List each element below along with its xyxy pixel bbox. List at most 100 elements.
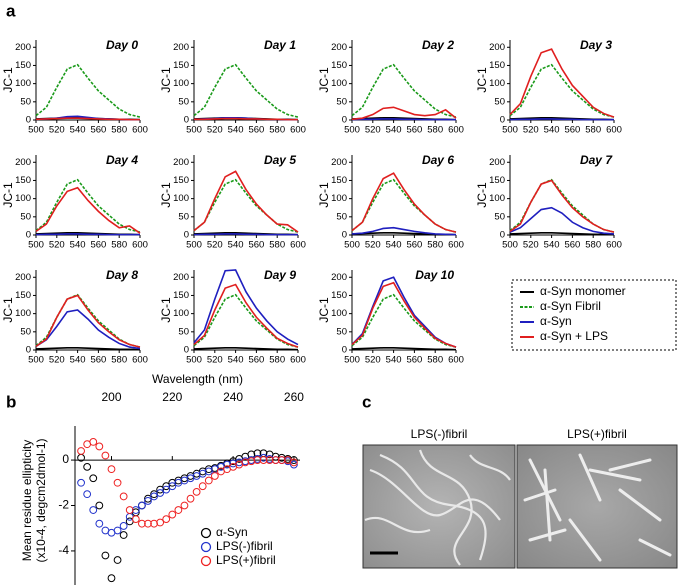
series-line [351,281,457,348]
x-tick-label: 540 [70,240,86,251]
x-tick-label: 520 [207,240,223,251]
chart-title: Day 3 [580,38,612,52]
y-axis-label: JC-1 [475,182,489,208]
point [162,515,171,524]
y-tick-label: 50 [336,326,347,337]
y-axis-label: JC-1 [317,67,331,93]
point [156,489,165,497]
series-line [193,283,299,348]
x-tick-label: 540 [544,240,560,251]
y-tick-label: 0 [500,115,505,126]
point [168,510,177,519]
point [162,485,171,494]
x-tick-label: 560 [248,125,264,136]
x-tick-label: 200 [101,390,121,404]
point [150,492,158,501]
chart-title: Day 1 [264,38,296,52]
y-axis-label: Mean residue ellipticity [20,440,34,561]
series-line [509,118,614,121]
x-tick-label: 540 [228,125,244,136]
x-tick-label: 600 [290,125,306,136]
y-axis-label: JC-1 [1,182,15,208]
point [131,515,140,524]
x-tick-label: 560 [90,355,106,366]
y-tick-label: 0 [184,345,189,356]
chart-title: Day 10 [415,268,454,282]
x-tick-label: 600 [290,355,306,366]
series-line [193,269,299,346]
y-tick-label: 50 [20,326,31,337]
y-tick-label: -4 [58,543,69,557]
x-tick-label: 500 [186,240,202,251]
point [247,457,256,466]
point [101,451,110,460]
point [83,490,92,499]
x-tick-label: 540 [228,240,244,251]
x-tick-label: 520 [207,355,223,366]
series-line [351,347,457,351]
micrograph [516,444,678,569]
x-tick-label: 540 [70,125,86,136]
legend-label: α-Syn [216,525,248,539]
point [144,519,152,528]
point [265,456,274,464]
x-axis-label: Wavelength (nm) [152,372,243,386]
legend-label: α-Syn monomer [540,284,626,298]
panel-label: c [362,392,371,411]
x-tick-label: 580 [111,355,127,366]
x-tick-label: 520 [207,125,223,136]
x-tick-label: 500 [186,125,202,136]
point [210,472,219,480]
point [290,456,298,464]
series-line [509,206,615,235]
x-tick-label: 500 [28,125,44,136]
y-tick-label: 100 [15,78,31,89]
series-line [351,118,456,121]
x-tick-label: 580 [269,355,285,366]
series-line [351,178,457,233]
chart-title: Day 9 [264,268,296,282]
y-axis-label: JC-1 [159,297,173,323]
y-tick-label: 0 [342,345,347,356]
x-tick-label: 500 [502,240,518,251]
x-tick-label: 540 [386,240,402,251]
point [144,497,152,505]
chart-title: Day 2 [422,38,454,52]
point [95,519,104,528]
point [235,458,244,467]
y-axis-label: JC-1 [159,182,173,208]
point [290,460,298,469]
y-tick-label: 150 [173,290,189,301]
x-tick-label: 580 [269,125,285,136]
series-line [351,276,457,348]
x-tick-label: 560 [248,355,264,366]
legend-marker [200,555,212,567]
x-tick-label: 600 [448,240,464,251]
x-tick-label: 520 [49,355,65,366]
point [271,456,280,464]
x-tick-label: 520 [523,240,539,251]
x-tick-label: 540 [386,355,402,366]
point [204,476,213,485]
y-tick-label: 150 [15,175,31,186]
x-tick-label: 540 [228,355,244,366]
y-tick-label: 50 [178,211,189,222]
point [150,519,158,528]
x-tick-label: 540 [70,355,86,366]
point [89,438,98,446]
y-tick-label: 150 [331,290,347,301]
y-tick-label: 150 [331,60,347,71]
y-tick-label: 100 [173,308,189,319]
x-tick-label: 600 [606,125,622,136]
series-line [509,63,615,118]
series-line [351,106,457,121]
x-tick-label: 560 [406,125,422,136]
y-tick-label: 100 [173,78,189,89]
legend-marker [200,541,212,553]
x-tick-label: 520 [365,240,381,251]
x-tick-label: 580 [427,355,443,366]
y-tick-label: 200 [331,272,347,283]
y-tick-label: 200 [15,157,31,168]
point [95,442,104,451]
legend-box [511,279,677,351]
